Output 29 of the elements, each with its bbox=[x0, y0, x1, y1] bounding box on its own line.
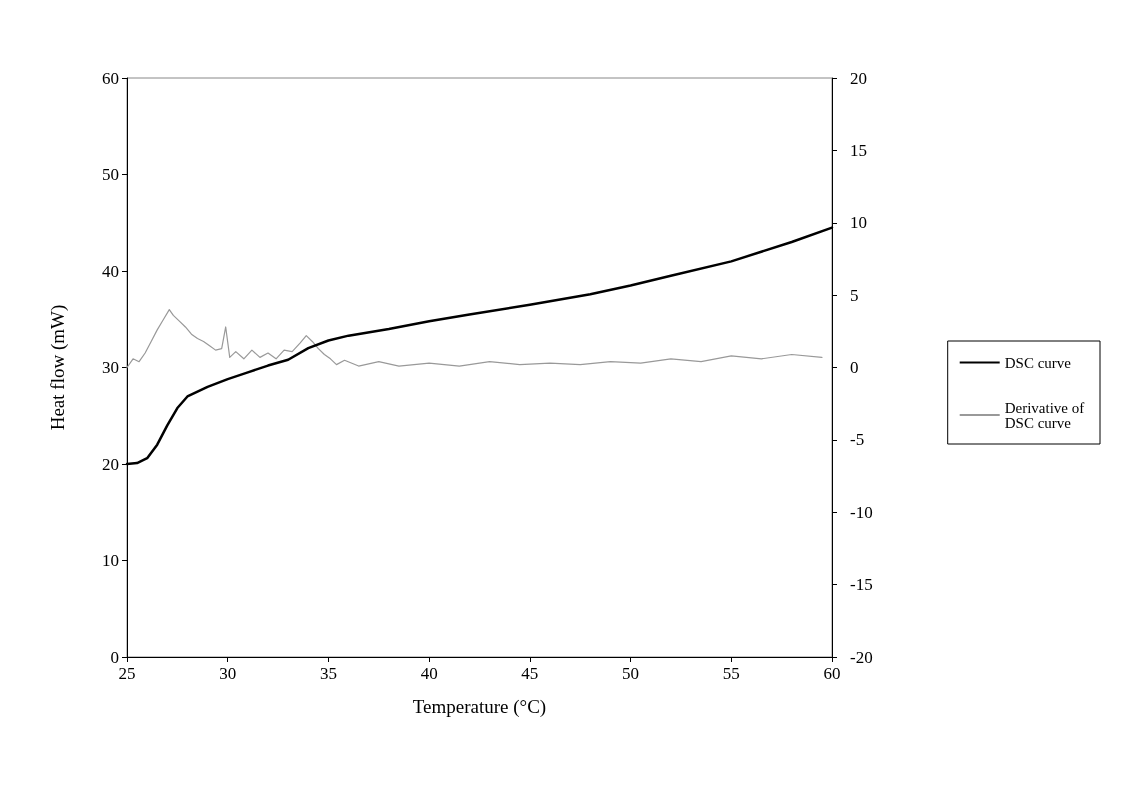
y-tick-label: 60 bbox=[102, 68, 119, 88]
legend-label: Derivative of DSC curve bbox=[1004, 399, 1089, 431]
y2-tick-label: -10 bbox=[850, 502, 873, 522]
x-tick-label: 35 bbox=[319, 664, 337, 683]
y-tick-label: 0 bbox=[110, 647, 119, 667]
legend-label: DSC curve bbox=[1004, 354, 1072, 371]
x-tick-label: 40 bbox=[420, 664, 438, 683]
y2-tick-label: -5 bbox=[850, 430, 865, 450]
y2-tick-label: 0 bbox=[850, 358, 859, 377]
x-tick-label: 60 bbox=[823, 664, 841, 683]
y2-tick-label: -15 bbox=[850, 575, 873, 595]
y2-tick-label: -20 bbox=[850, 647, 873, 667]
y2-tick-label: 15 bbox=[850, 140, 867, 160]
x-tick-label: 55 bbox=[722, 664, 740, 683]
y2-tick-label: 20 bbox=[850, 68, 867, 88]
y2-tick-label: 5 bbox=[850, 285, 859, 305]
x-tick-label: 30 bbox=[219, 664, 237, 683]
y-tick-label: 20 bbox=[102, 454, 119, 474]
y-axis-title: Heat flow (mW) bbox=[47, 304, 69, 431]
x-tick-label: 25 bbox=[118, 664, 136, 683]
x-tick-label: 50 bbox=[622, 664, 640, 683]
y-tick-label: 50 bbox=[102, 165, 119, 184]
x-tick-label: 45 bbox=[521, 664, 539, 683]
y-tick-label: 10 bbox=[102, 551, 119, 570]
y-tick-label: 40 bbox=[102, 261, 119, 281]
line-series bbox=[126, 309, 823, 369]
y2-tick-label: 10 bbox=[850, 213, 867, 233]
y-tick-label: 30 bbox=[102, 358, 119, 377]
x-axis-title: Temperature (°C) bbox=[412, 696, 547, 718]
